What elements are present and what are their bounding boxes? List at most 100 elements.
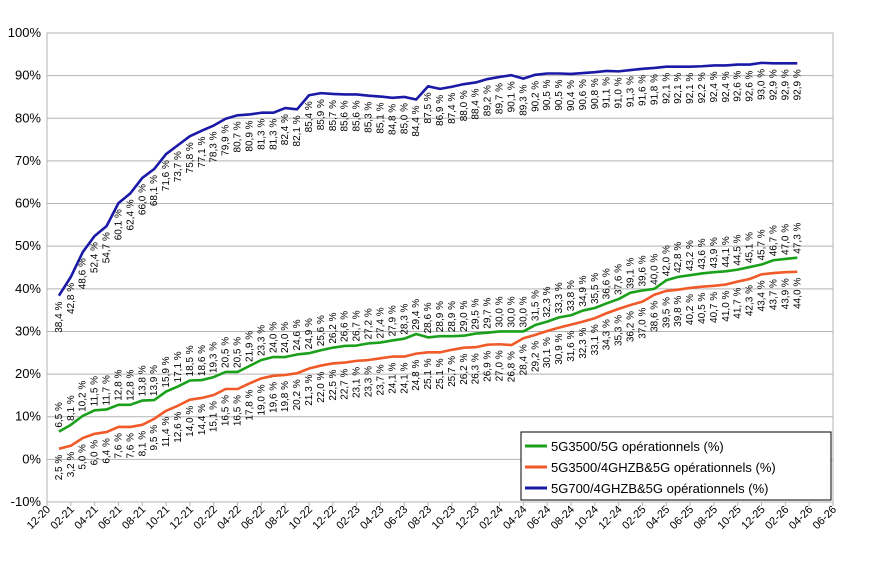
data-label: 33,8 %	[566, 280, 577, 311]
data-label: 23,3 %	[256, 325, 267, 356]
data-label: 91,0 %	[614, 77, 625, 108]
data-label: 37,0 %	[637, 308, 648, 339]
y-tick-label: 0%	[22, 451, 41, 466]
data-label: 32,3 %	[578, 328, 589, 359]
data-label: 20,5 %	[221, 337, 232, 368]
x-tick-label: 02-26	[763, 504, 791, 532]
data-label: 19,6 %	[268, 382, 279, 413]
data-label: 26,2 %	[328, 312, 339, 343]
data-label: 90,5 %	[554, 79, 565, 110]
y-tick-label: -10%	[11, 494, 42, 509]
data-label: 75,8 %	[185, 142, 196, 173]
data-label: 29,0 %	[459, 300, 470, 331]
data-label: 92,4 %	[709, 71, 720, 102]
series-line-1	[58, 256, 798, 433]
data-label: 24,1 %	[387, 363, 398, 394]
data-label: 24,1 %	[399, 363, 410, 394]
data-label: 22,7 %	[340, 368, 351, 399]
x-tick-label: 04-24	[501, 504, 529, 532]
data-label: 20,2 %	[292, 379, 303, 410]
data-label: 23,3 %	[364, 366, 375, 397]
data-label: 7,6 %	[125, 433, 136, 459]
data-label: 91,3 %	[626, 76, 637, 107]
data-label: 66,0 %	[137, 184, 148, 215]
y-tick-label: 30%	[15, 323, 41, 338]
data-label: 82,1 %	[292, 115, 303, 146]
data-label: 93,0 %	[757, 69, 768, 100]
x-tick-label: 04-25	[644, 504, 672, 532]
x-tick-label: 04-26	[787, 504, 815, 532]
data-label: 89,2 %	[483, 85, 494, 116]
data-label: 32,3 %	[542, 286, 553, 317]
data-label: 36,6 %	[602, 268, 613, 299]
data-label: 89,3 %	[518, 85, 529, 116]
data-label: 90,1 %	[506, 81, 517, 112]
y-tick-label: 100%	[8, 25, 42, 40]
x-tick-label: 08-21	[120, 504, 148, 532]
x-tick-label: 08-24	[549, 504, 577, 532]
data-label: 90,2 %	[530, 81, 541, 112]
data-label: 92,9 %	[768, 69, 779, 100]
data-label: 47,3 %	[792, 222, 803, 253]
data-label: 92,9 %	[780, 69, 791, 100]
data-label: 25,7 %	[447, 356, 458, 387]
data-label: 60,1 %	[113, 209, 124, 240]
data-label: 15,1 %	[209, 401, 220, 432]
plot-frame	[46, 32, 834, 503]
data-label: 80,9 %	[244, 120, 255, 151]
x-tick-label: 02-24	[477, 504, 505, 532]
data-label: 31,5 %	[530, 290, 541, 321]
data-label: 33,1 %	[590, 324, 601, 355]
data-label: 26,6 %	[340, 311, 351, 342]
data-label: 29,2 %	[530, 341, 541, 372]
data-label: 29,7 %	[483, 297, 494, 328]
data-label: 77,1 %	[197, 137, 208, 168]
data-label: 90,8 %	[590, 78, 601, 109]
data-label: 11,5 %	[90, 376, 101, 406]
data-label: 27,0 %	[495, 350, 506, 381]
y-tick-label: 70%	[15, 153, 41, 168]
data-label: 43,9 %	[780, 278, 791, 309]
data-label: 91,1 %	[602, 77, 613, 108]
data-label: 86,9 %	[435, 95, 446, 126]
data-label: 85,3 %	[364, 102, 375, 133]
data-label: 6,4 %	[102, 438, 113, 464]
data-label: 30,0 %	[506, 296, 517, 327]
data-label: 26,7 %	[352, 310, 363, 341]
data-label: 24,0 %	[280, 322, 291, 353]
data-label: 6,0 %	[90, 440, 101, 466]
data-label: 71,6 %	[161, 160, 172, 191]
data-label: 80,7 %	[233, 121, 244, 152]
data-label: 26,3 %	[471, 353, 482, 384]
data-label: 27,4 %	[375, 307, 386, 338]
data-label: 28,6 %	[423, 302, 434, 333]
data-label: 90,4 %	[566, 80, 577, 111]
x-tick-label: 10-22	[287, 504, 315, 532]
x-tick-label: 04-23	[358, 504, 386, 532]
data-label: 27,9 %	[387, 305, 398, 336]
y-tick-label: 90%	[15, 68, 41, 83]
data-label: 54,7 %	[102, 232, 113, 263]
data-label: 15,9 %	[161, 356, 172, 387]
data-label: 34,9 %	[578, 275, 589, 306]
data-label: 6,5 %	[54, 402, 65, 428]
data-label: 85,6 %	[352, 100, 363, 131]
data-label: 45,1 %	[745, 232, 756, 263]
data-label: 25,6 %	[316, 315, 327, 346]
data-label: 25,1 %	[435, 358, 446, 389]
data-label: 44,1 %	[721, 236, 732, 267]
data-label: 30,0 %	[518, 296, 529, 327]
data-label: 31,6 %	[566, 331, 577, 362]
data-label: 27,2 %	[364, 308, 375, 339]
x-tick-label: 02-21	[49, 504, 77, 532]
x-tick-label: 08-25	[692, 504, 720, 532]
data-label: 25,1 %	[423, 358, 434, 389]
data-label: 24,0 %	[268, 322, 279, 353]
data-label: 29,5 %	[471, 298, 482, 329]
x-tick-label: 12-25	[739, 504, 767, 532]
x-tick-label: 12-23	[453, 504, 481, 532]
x-tick-label: 12-21	[168, 504, 196, 532]
data-label: 62,4 %	[125, 199, 136, 230]
data-label: 35,5 %	[590, 273, 601, 304]
